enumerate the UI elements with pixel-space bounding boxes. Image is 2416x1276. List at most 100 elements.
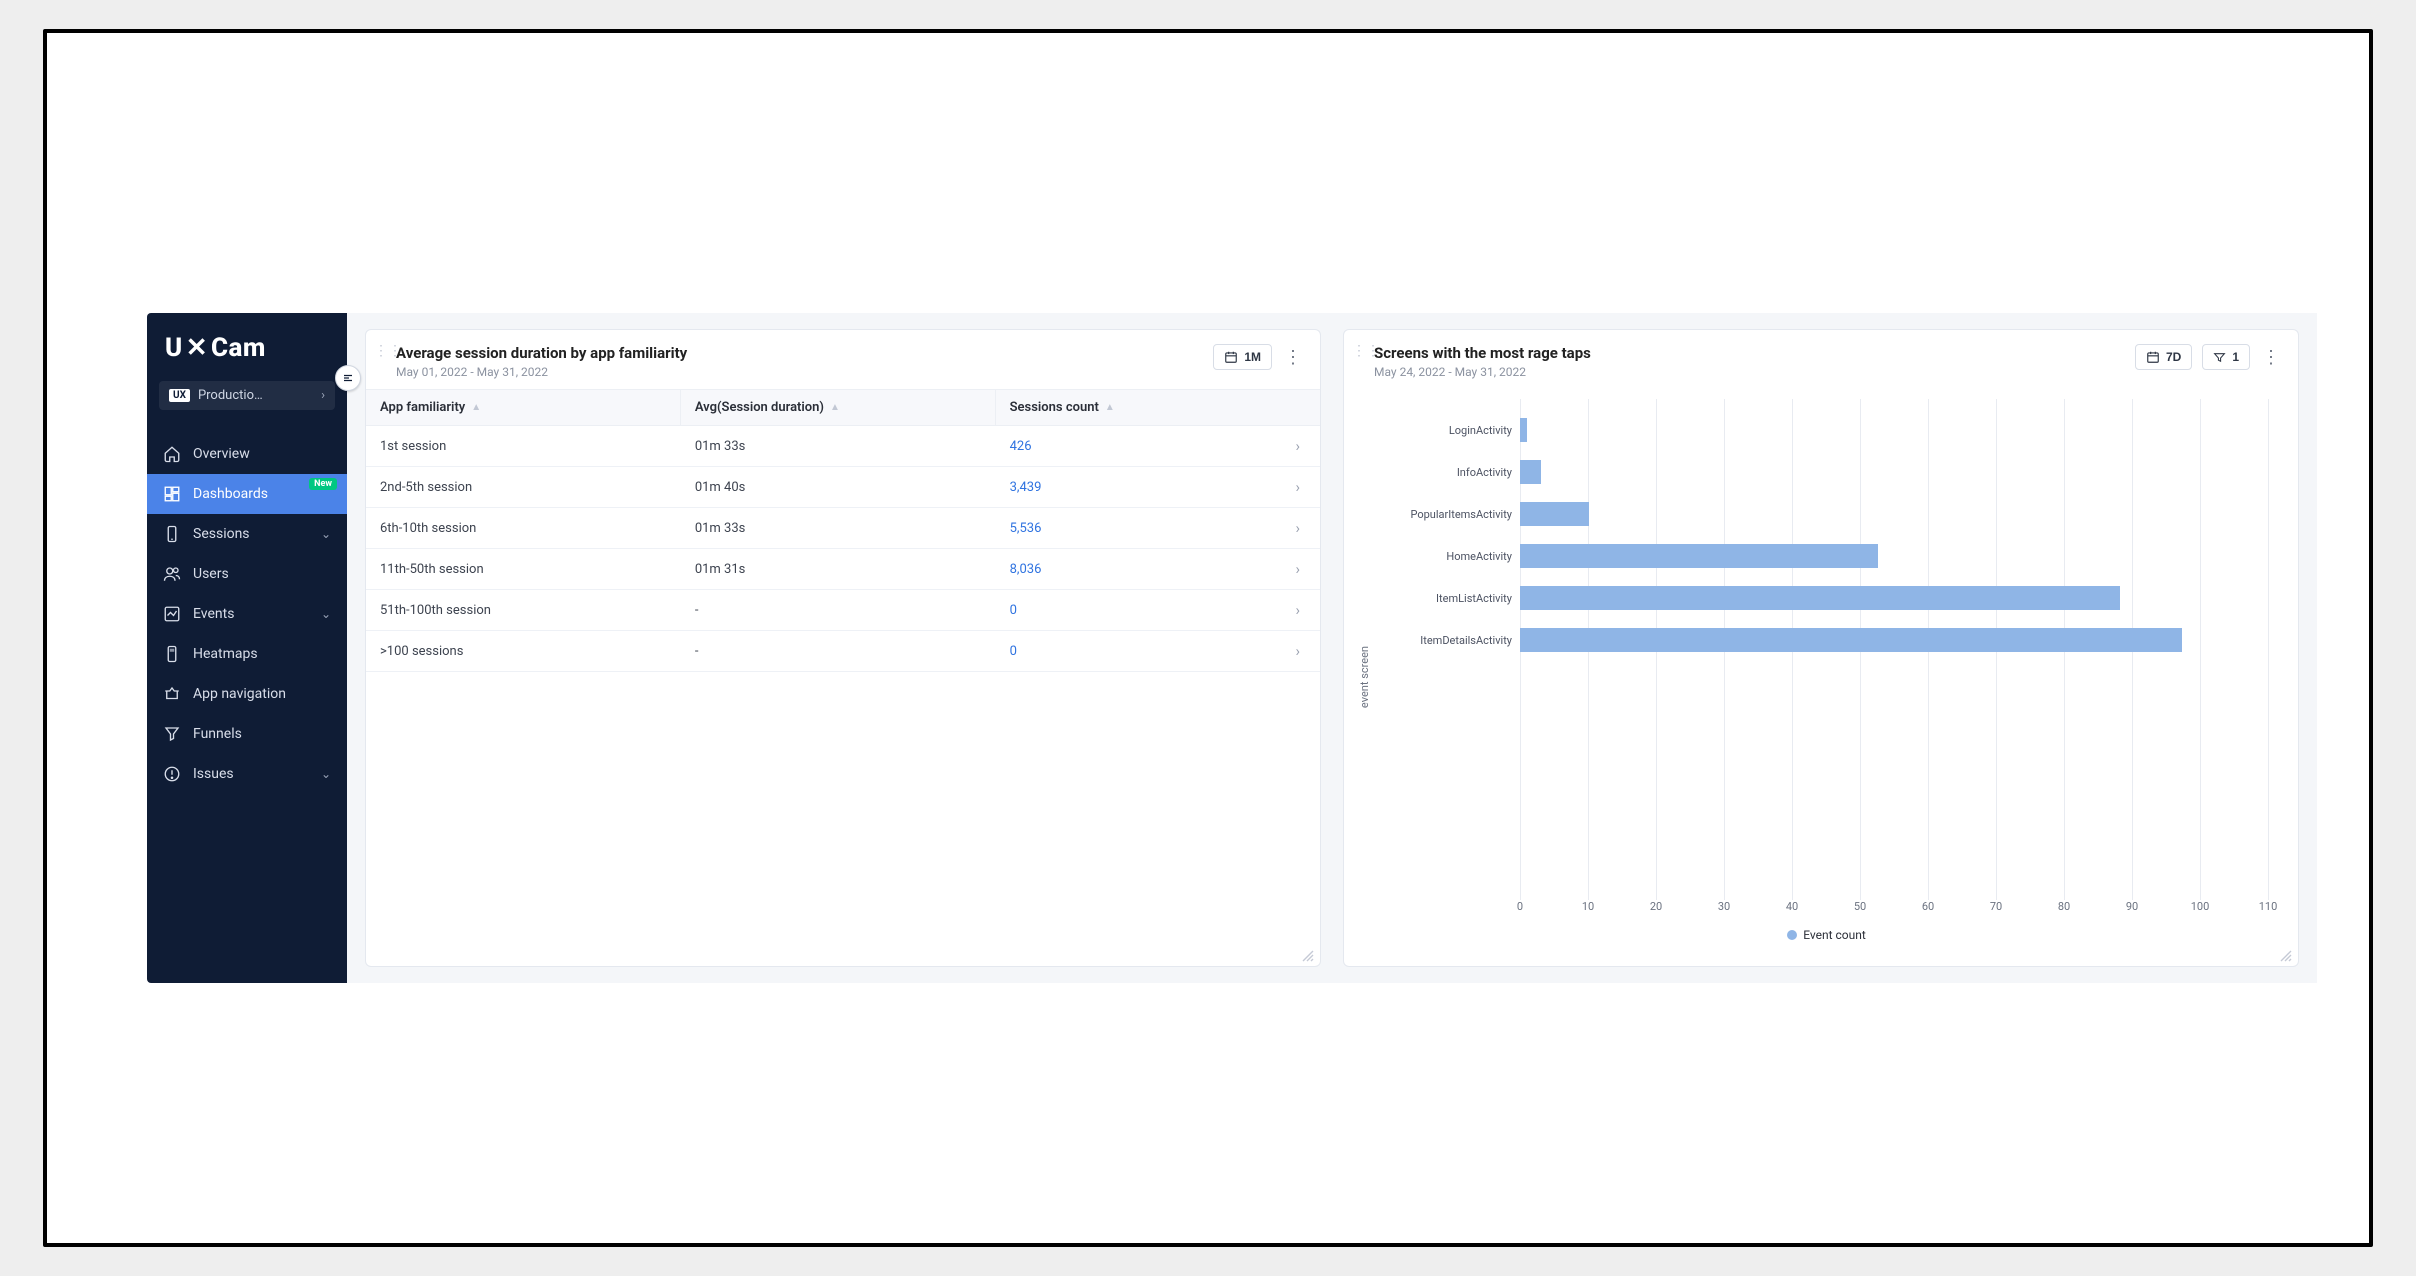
table-row[interactable]: 6th-10th session01m 33s5,536› [366, 508, 1320, 549]
x-tick-label: 100 [2191, 900, 2210, 913]
column-label: Sessions count [1010, 400, 1099, 415]
table-row[interactable]: 11th-50th session01m 31s 8,036 › [366, 549, 1320, 590]
sidebar-item-label: Events [193, 606, 309, 622]
bar-row: PopularItemsActivity [1375, 493, 2278, 535]
page: U✕Cam UX Productio… › OverviewDashboards… [0, 0, 2416, 1276]
cell-familiarity: 2nd-5th session [366, 469, 681, 506]
x-tick-label: 30 [1718, 900, 1730, 913]
sidebar-item-sessions[interactable]: Sessions ⌄ [147, 514, 347, 554]
table-row[interactable]: 51th-100th session-0› [366, 590, 1320, 631]
cell-familiarity: 1st session [366, 428, 681, 465]
chevron-right-icon: › [1295, 601, 1306, 619]
sessions-count-link[interactable]: 0 [1010, 644, 1017, 659]
panel-menu-button[interactable]: ⋮ [2260, 346, 2282, 368]
sidebar-item-label: Overview [193, 446, 331, 462]
date-range-button[interactable]: 1M [1213, 344, 1272, 370]
new-badge: New [309, 478, 337, 490]
x-tick-label: 40 [1786, 900, 1798, 913]
funnel-icon [163, 725, 181, 743]
chevron-down-icon: ⌄ [321, 527, 331, 541]
panel-date-range: May 01, 2022 - May 31, 2022 [396, 365, 1203, 379]
sidebar: U✕Cam UX Productio… › OverviewDashboards… [147, 313, 347, 983]
sidebar-item-funnels[interactable]: Funnels [147, 714, 347, 754]
table-row[interactable]: >100 sessions-0› [366, 631, 1320, 672]
table-row[interactable]: 2nd-5th session01m 40s3,439› [366, 467, 1320, 508]
sidebar-item-dashboards[interactable]: DashboardsNew [147, 474, 347, 514]
workspace-switcher[interactable]: UX Productio… › [159, 381, 335, 410]
bar[interactable] [1520, 418, 1527, 442]
sidebar-item-label: Sessions [193, 526, 309, 542]
chevron-right-icon: › [321, 388, 325, 403]
drag-handle-icon[interactable]: ⋮⋮ [374, 348, 402, 355]
sort-icon: ▲ [830, 402, 840, 413]
dashboard-frame: U✕Cam UX Productio… › OverviewDashboards… [147, 313, 2317, 983]
x-tick-label: 10 [1582, 900, 1594, 913]
panel-title: Screens with the most rage taps [1374, 344, 2125, 362]
table-row[interactable]: 1st session01m 33s426› [366, 426, 1320, 467]
workspace-name: Productio… [198, 388, 313, 403]
cell-duration: 01m 31s [681, 551, 996, 588]
cell-familiarity: 51th-100th session [366, 592, 681, 629]
sidebar-item-events[interactable]: Events⌄ [147, 594, 347, 634]
chevron-down-icon: ⌄ [321, 767, 331, 781]
sidebar-item-label: Funnels [193, 726, 331, 742]
x-tick-label: 60 [1922, 900, 1934, 913]
table-column-header[interactable]: Avg(Session duration) ▲ [681, 390, 996, 425]
sessions-count-link[interactable]: 8,036 [1010, 562, 1042, 577]
sessions-count-link[interactable]: 5,536 [1010, 521, 1042, 536]
sessions-icon [163, 525, 181, 543]
bar-row: InfoActivity [1375, 451, 2278, 493]
sessions-count-link[interactable]: 3,439 [1010, 480, 1042, 495]
x-tick-label: 110 [2259, 900, 2278, 913]
table-column-header[interactable]: Sessions count▲ [996, 390, 1320, 425]
date-range-button[interactable]: 7D [2135, 344, 2192, 370]
sidebar-item-issues[interactable]: Issues ⌄ [147, 754, 347, 794]
sidebar-item-heatmaps[interactable]: Heatmaps [147, 634, 347, 674]
sidebar-item-label: Heatmaps [193, 646, 331, 662]
sidebar-item-users[interactable]: Users [147, 554, 347, 594]
bar-row: ItemListActivity [1375, 577, 2278, 619]
workspace-tag: UX [169, 389, 190, 402]
filter-icon [2213, 351, 2226, 364]
dashboard-icon [163, 485, 181, 503]
bar[interactable] [1520, 544, 1878, 568]
bar[interactable] [1520, 628, 2182, 652]
bar[interactable] [1520, 502, 1589, 526]
bar-row: LoginActivity [1375, 409, 2278, 451]
chart-plot-area: LoginActivity InfoActivity PopularItemsAct… [1375, 399, 2278, 900]
drag-handle-icon[interactable]: ⋮⋮ [1352, 348, 1380, 355]
navigation-icon [163, 685, 181, 703]
home-icon [163, 445, 181, 463]
date-range-label: 7D [2166, 350, 2181, 364]
bar-label: InfoActivity [1375, 466, 1520, 479]
filter-button[interactable]: 1 [2202, 344, 2250, 370]
panel-menu-button[interactable]: ⋮ [1282, 346, 1304, 368]
nav-list: OverviewDashboardsNewSessions⌄UsersEvent… [147, 428, 347, 794]
x-tick-label: 50 [1854, 900, 1866, 913]
chevron-right-icon: › [1295, 560, 1306, 578]
bar-label: PopularItemsActivity [1375, 508, 1520, 521]
table-column-header[interactable]: App familiarity▲ [366, 390, 681, 425]
sidebar-collapse-toggle[interactable] [335, 365, 361, 391]
cell-duration: 01m 33s [681, 428, 996, 465]
column-label: Avg(Session duration) [695, 400, 824, 415]
events-icon [163, 605, 181, 623]
cell-count: 8,036 › [996, 549, 1320, 589]
cell-familiarity: >100 sessions [366, 633, 681, 670]
x-tick-label: 80 [2058, 900, 2070, 913]
y-axis-title: event screen [1354, 646, 1375, 708]
sidebar-item-app-navigation[interactable]: App navigation [147, 674, 347, 714]
cell-duration: 01m 33s [681, 510, 996, 547]
bar-row: ItemDetailsActivity [1375, 619, 2278, 661]
sessions-count-link[interactable]: 0 [1010, 603, 1017, 618]
cell-count: 0› [996, 590, 1320, 630]
filter-count: 1 [2232, 350, 2239, 364]
sessions-count-link[interactable]: 426 [1010, 439, 1032, 454]
sidebar-item-overview[interactable]: Overview [147, 434, 347, 474]
sidebar-item-label: Issues [193, 766, 309, 782]
resize-handle-icon[interactable] [2280, 950, 2292, 962]
bar[interactable] [1520, 460, 1541, 484]
cell-familiarity: 11th-50th session [366, 551, 681, 588]
resize-handle-icon[interactable] [1302, 950, 1314, 962]
bar[interactable] [1520, 586, 2120, 610]
